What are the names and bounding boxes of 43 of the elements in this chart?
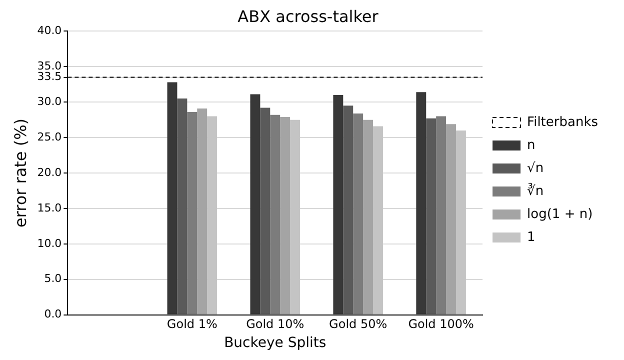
bar — [353, 113, 364, 314]
bar — [290, 120, 300, 314]
y-tick-label: 20.0 — [37, 166, 62, 179]
legend-label: log(1 + n) — [527, 206, 593, 222]
y-tick-label: 5.0 — [44, 272, 62, 286]
x-tick-label: Gold 50% — [329, 317, 388, 332]
bar — [187, 112, 198, 314]
x-tick-label: Gold 1% — [166, 317, 218, 332]
bar — [456, 130, 466, 314]
y-axis-title: error rate (%) — [10, 118, 30, 228]
bar — [343, 106, 354, 314]
y-tick-label: 33.5 — [37, 70, 62, 84]
bar — [250, 94, 260, 314]
bar — [333, 95, 344, 314]
x-tick-label: Gold 10% — [246, 317, 304, 332]
x-axis-title: Buckeye Splits — [224, 335, 326, 352]
y-tick-label: 15.0 — [37, 201, 62, 214]
legend-label: n — [527, 138, 536, 153]
bar — [260, 108, 270, 314]
legend-label: Filterbanks — [527, 114, 598, 130]
chart-title: ABX across-talker — [238, 6, 379, 26]
bar — [363, 120, 374, 314]
y-tick-label: 10.0 — [37, 236, 62, 250]
legend-label: √n — [527, 160, 544, 176]
bar — [446, 124, 456, 314]
bar — [177, 98, 188, 314]
bar — [197, 108, 208, 314]
legend-label: 1 — [527, 230, 536, 245]
bar — [207, 116, 218, 314]
y-tick-label: 40.0 — [37, 24, 62, 38]
bar — [167, 82, 178, 314]
bar — [270, 114, 280, 314]
y-tick-label: 0.0 — [44, 308, 62, 321]
y-tick-label: 25.0 — [37, 130, 62, 144]
bar — [373, 126, 383, 314]
y-tick-label: 35.0 — [37, 60, 62, 73]
y-tick-label: 30.0 — [37, 94, 62, 108]
bar — [436, 116, 446, 314]
bar — [416, 92, 426, 314]
legend-label: ∛n — [527, 182, 544, 199]
x-tick-label: Gold 100% — [408, 317, 474, 332]
bar — [280, 116, 290, 314]
bar — [426, 118, 436, 314]
